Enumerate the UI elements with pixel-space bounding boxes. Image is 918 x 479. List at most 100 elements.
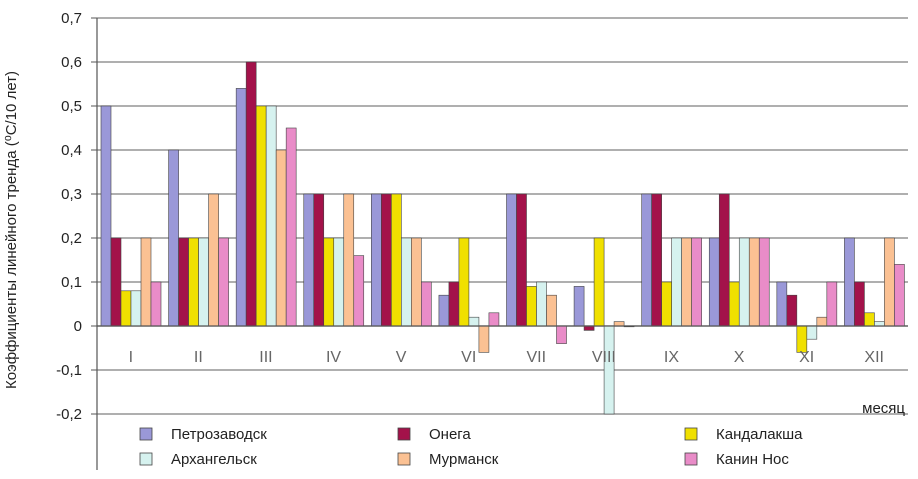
bar-8-3: [593, 237, 605, 327]
x-category-label: V: [396, 349, 407, 366]
y-tick-labels: 0,7 0,6 0,5 0,4 0,3 0,2 0,1 0 -0,1 -0,2: [56, 10, 82, 423]
bar-9-4: [671, 237, 682, 327]
bar-7-5: [546, 294, 557, 327]
bar-10-1: [708, 237, 720, 327]
bar-4-1: [303, 193, 315, 327]
legend-swatch: [397, 452, 411, 466]
bar-3-5: [275, 149, 287, 327]
legend-label: Канин Нос: [716, 451, 789, 468]
legend-swatch: [397, 427, 411, 441]
bar-10-2: [718, 193, 730, 327]
x-axis-label: месяц: [862, 400, 905, 417]
bar-7-6: [556, 325, 567, 344]
bar-6-4: [468, 316, 480, 327]
bar-12-3: [864, 312, 875, 327]
y-tick-label: 0,6: [61, 54, 82, 71]
bar-10-5: [748, 237, 760, 327]
bar-7-4: [536, 281, 547, 327]
bar-9-6: [691, 237, 702, 327]
legend-label: Мурманск: [429, 451, 499, 468]
y-tick-label: 0,3: [61, 186, 82, 203]
bar-6-2: [448, 281, 460, 327]
bar-6-6: [488, 312, 500, 327]
x-category-label: XI: [799, 349, 814, 366]
bar-12-2: [854, 281, 865, 327]
bar-12-5: [884, 237, 895, 327]
x-category-label: IV: [326, 349, 341, 366]
bar-2-6: [218, 237, 229, 327]
bar-1-5: [140, 237, 152, 327]
bar-12-4: [874, 321, 885, 327]
bar-5-3: [391, 193, 402, 327]
bar-9-5: [681, 237, 692, 327]
legend-swatch: [139, 452, 153, 466]
bar-11-5: [816, 316, 828, 327]
x-category-label: VIII: [592, 349, 616, 366]
y-tick-label: 0,4: [61, 142, 82, 159]
bar-9-1: [641, 193, 652, 327]
bar-11-2: [786, 294, 798, 327]
y-tick-label: 0,7: [61, 10, 82, 27]
legend-label: Онега: [429, 426, 471, 443]
bar-2-2: [178, 237, 189, 327]
y-tick-label: 0: [74, 318, 82, 335]
bar-10-3: [728, 281, 740, 327]
x-category-label: IX: [664, 349, 679, 366]
bar-6-1: [438, 294, 450, 327]
axes: [96, 18, 908, 470]
bar-10-6: [758, 237, 770, 327]
bar-4-5: [343, 193, 355, 327]
bar-9-2: [651, 193, 662, 327]
bar-11-6: [826, 281, 838, 327]
bar-2-5: [208, 193, 219, 327]
bar-1-2: [110, 237, 122, 327]
bar-3-4: [265, 105, 277, 327]
x-category-label: I: [129, 349, 133, 366]
bar-4-6: [353, 255, 365, 327]
bar-9-3: [661, 281, 672, 327]
x-category-label: XII: [864, 349, 884, 366]
bar-1-6: [150, 281, 162, 327]
x-category-label: X: [734, 349, 745, 366]
bar-2-1: [168, 149, 179, 327]
bar-5-6: [421, 281, 432, 327]
bar-3-2: [245, 61, 257, 327]
y-axis-label: Коэффициенты линейного тренда (⁰С/10 лет…: [3, 71, 20, 389]
legend-swatch: [684, 452, 698, 466]
y-tick-label: -0,2: [56, 406, 82, 423]
bar-1-4: [130, 290, 142, 327]
legend-label: Архангельск: [171, 451, 257, 468]
bar-10-4: [738, 237, 750, 327]
bar-2-3: [188, 237, 199, 327]
x-category-label: VII: [527, 349, 547, 366]
bar-6-3: [458, 237, 470, 327]
y-tick-label: 0,1: [61, 274, 82, 291]
bar-1-3: [120, 290, 132, 327]
legend-swatch: [139, 427, 153, 441]
legend-swatch: [684, 427, 698, 441]
x-category-label: VI: [461, 349, 476, 366]
bar-6-5: [478, 325, 490, 353]
bar-3-1: [235, 88, 247, 327]
bar-11-4: [806, 325, 818, 340]
bar-5-5: [411, 237, 422, 327]
bar-11-1: [776, 281, 788, 327]
bar-2-4: [198, 237, 209, 327]
y-tick-label: -0,1: [56, 362, 82, 379]
y-tick-label: 0,5: [61, 98, 82, 115]
bar-8-4: [603, 325, 615, 415]
bar-12-1: [844, 237, 855, 327]
legend-label: Петрозаводск: [171, 426, 267, 443]
bar-4-3: [323, 237, 335, 327]
bar-3-3: [255, 105, 267, 327]
bar-12-6: [894, 264, 905, 327]
bars: [100, 61, 905, 415]
bar-4-4: [333, 237, 345, 327]
bar-7-1: [506, 193, 517, 327]
bar-7-2: [516, 193, 527, 327]
bar-1-1: [100, 105, 112, 327]
bar-7-3: [526, 286, 537, 327]
legend: Петрозаводск Онега Кандалакша Архангельск Му…: [139, 426, 803, 468]
x-category-label: II: [194, 349, 203, 366]
bar-5-4: [401, 237, 412, 327]
